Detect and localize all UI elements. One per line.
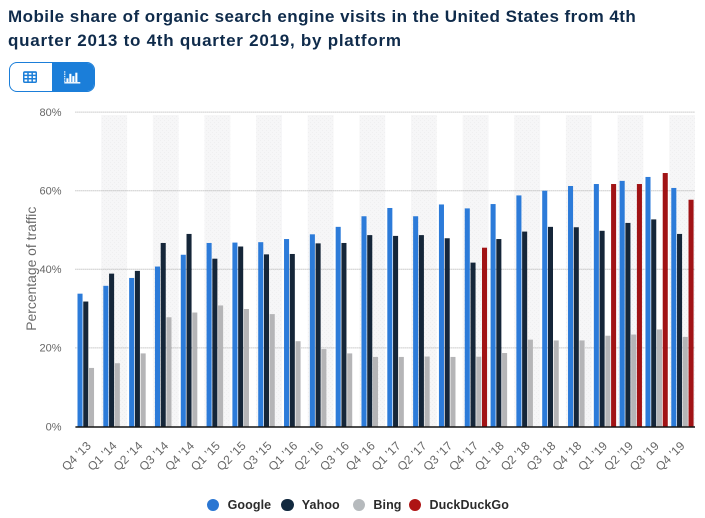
svg-text:Q4 ’19: Q4 ’19 [653, 438, 688, 473]
svg-text:40%: 40% [39, 264, 61, 276]
svg-text:60%: 60% [39, 186, 61, 198]
svg-text:20%: 20% [39, 343, 61, 355]
svg-text:Percentage of traffic: Percentage of traffic [23, 207, 39, 331]
svg-text:80%: 80% [39, 107, 61, 119]
svg-text:0%: 0% [46, 421, 62, 433]
